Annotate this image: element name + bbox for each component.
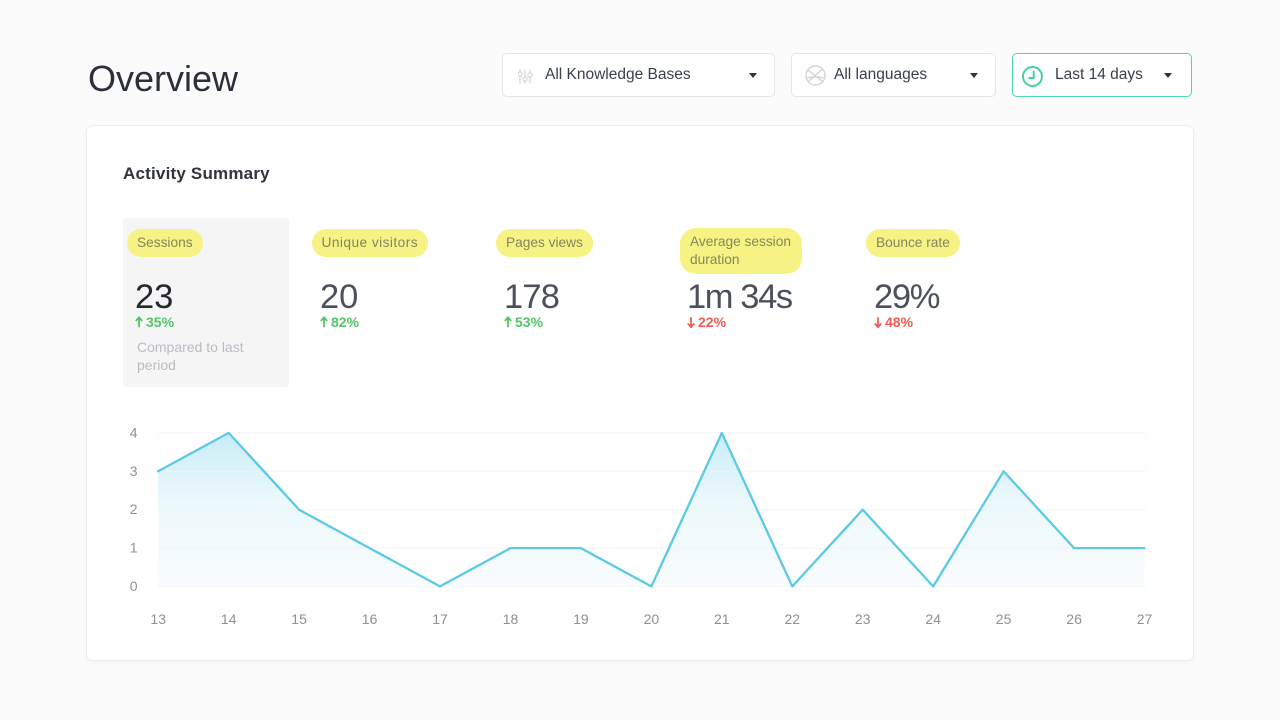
svg-text:17: 17 bbox=[432, 611, 448, 627]
svg-text:18: 18 bbox=[503, 611, 519, 627]
svg-text:16: 16 bbox=[362, 611, 378, 627]
svg-text:22: 22 bbox=[785, 611, 801, 627]
svg-text:13: 13 bbox=[150, 611, 166, 627]
svg-text:24: 24 bbox=[925, 611, 941, 627]
svg-text:14: 14 bbox=[221, 611, 237, 627]
svg-text:19: 19 bbox=[573, 611, 589, 627]
svg-text:20: 20 bbox=[644, 611, 660, 627]
svg-text:0: 0 bbox=[130, 578, 138, 594]
svg-text:4: 4 bbox=[130, 424, 138, 440]
svg-text:3: 3 bbox=[130, 463, 138, 479]
svg-text:2: 2 bbox=[130, 501, 138, 517]
svg-text:1: 1 bbox=[130, 540, 138, 556]
svg-text:27: 27 bbox=[1137, 611, 1153, 627]
svg-text:21: 21 bbox=[714, 611, 730, 627]
svg-text:23: 23 bbox=[855, 611, 871, 627]
svg-text:26: 26 bbox=[1066, 611, 1082, 627]
svg-text:15: 15 bbox=[291, 611, 307, 627]
svg-text:25: 25 bbox=[996, 611, 1012, 627]
